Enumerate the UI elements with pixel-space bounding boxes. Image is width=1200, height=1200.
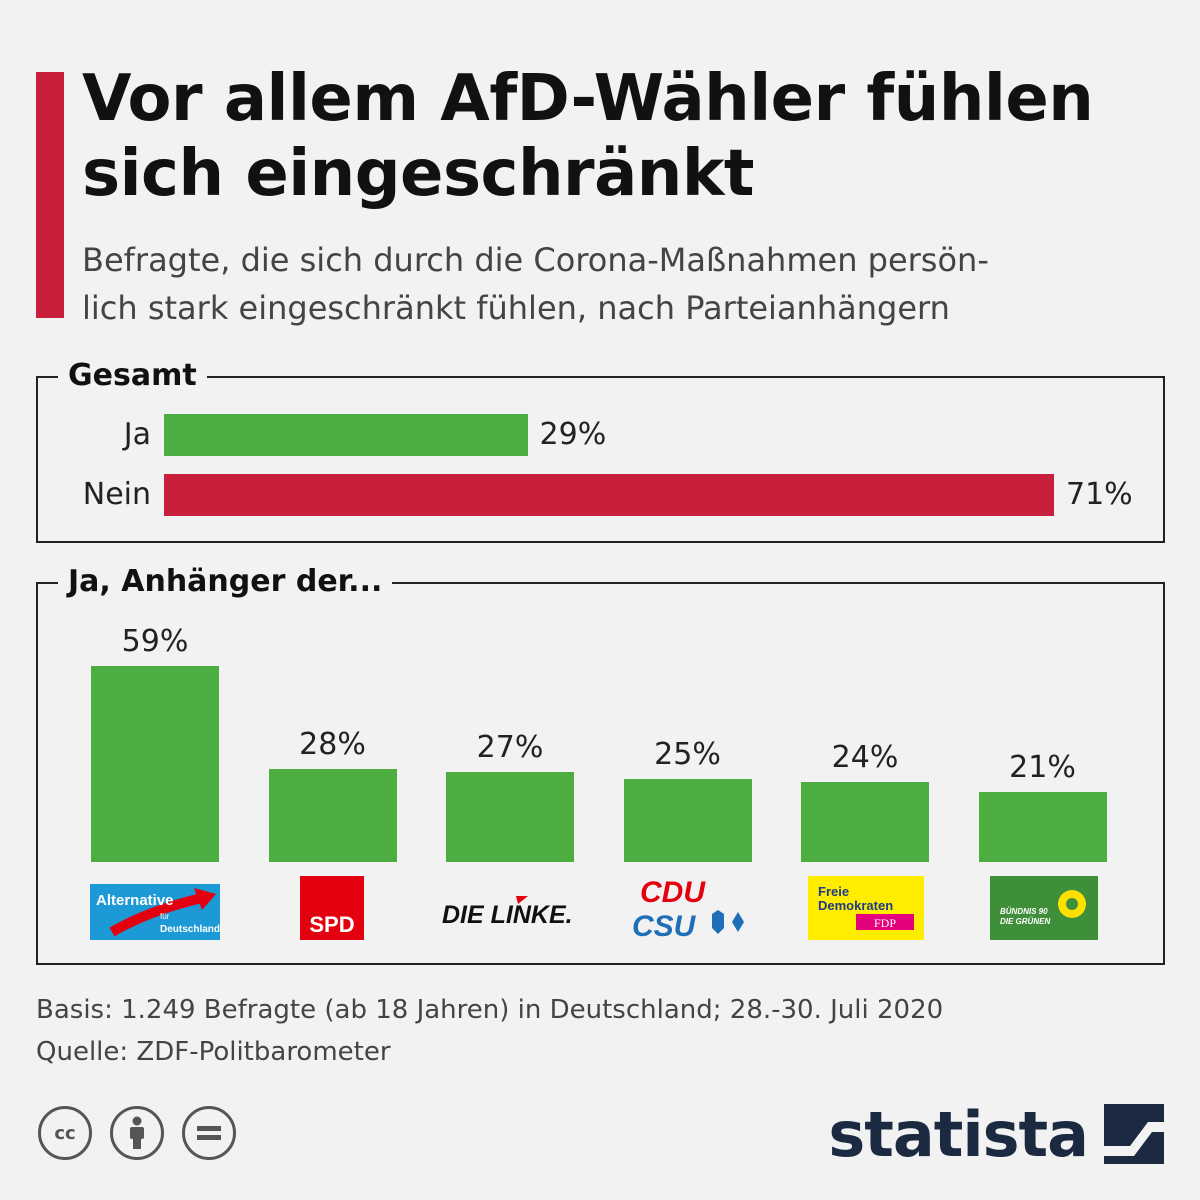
total-bar-value: 29% [539, 417, 607, 452]
total-bar-row: Nein 71% [38, 474, 1163, 516]
total-panel-title: Gesamt [58, 352, 207, 400]
total-bar-label: Ja [123, 417, 151, 452]
afd-logo-text-3: Deutschland [160, 924, 220, 935]
total-bar-row: Ja 29% [38, 414, 1163, 456]
title-line-1: Vor allem AfD-Wähler fühlen [82, 62, 1094, 136]
statista-logo-graphic [1104, 1104, 1164, 1164]
gruene-logo: BÜNDNIS 90 DIE GRÜNEN [990, 876, 1098, 940]
party-bar [978, 792, 1107, 862]
spd-logo: SPD [300, 876, 364, 940]
cc-icon[interactable]: cc [38, 1106, 92, 1160]
total-panel: Gesamt Ja 29% Nein 71% [36, 352, 1165, 543]
subtitle-line-2: lich stark eingeschränkt fühlen, nach Pa… [82, 289, 950, 327]
afd-logo-text-1: Alternative [96, 892, 174, 909]
party-bar [801, 782, 929, 862]
chart-title: Vor allem AfD-Wähler fühlen sich eingesc… [82, 62, 1172, 212]
party-bar-value: 21% [1009, 750, 1076, 786]
fdp-logo-text-3: FDP [874, 916, 896, 930]
afd-logo: Alternative für Deutschland [90, 884, 220, 940]
gruene-logo-text-2: DIE GRÜNEN [1000, 917, 1050, 926]
fdp-logo-graphic: Freie Demokraten FDP [808, 876, 924, 940]
party-bar-value: 28% [299, 726, 366, 762]
total-bar [164, 414, 528, 456]
party-bar [91, 666, 219, 862]
basis-note: Basis: 1.249 Befragte (ab 18 Jahren) in … [36, 995, 944, 1025]
title-accent-bar [36, 72, 64, 318]
fdp-logo: Freie Demokraten FDP [808, 876, 924, 940]
fdp-logo-text-1: Freie [818, 884, 849, 899]
cdu-csu-logo: CDU CSU [632, 874, 748, 943]
subtitle-line-1: Befragte, die sich durch die Corona-Maßn… [82, 241, 989, 279]
by-icon[interactable] [110, 1106, 164, 1160]
nd-icon-graphic [197, 1126, 221, 1140]
nd-icon[interactable] [182, 1106, 236, 1160]
parties-panel: Ja, Anhänger der... 59% 28% 27% 25% 24% 21% A… [36, 558, 1165, 965]
party-bar-value: 27% [476, 730, 544, 766]
afd-logo-text-2: für [160, 912, 170, 921]
spd-logo-graphic: SPD [300, 876, 364, 940]
by-icon-graphic [130, 1116, 144, 1149]
party-bar [268, 768, 397, 862]
linke-logo-text: DIE LINKE. [442, 901, 573, 928]
linke-logo: DIE LINKE. [442, 894, 578, 929]
spd-logo-text: SPD [309, 912, 354, 937]
total-bar-label: Nein [82, 477, 151, 512]
title-line-2: sich eingeschränkt [82, 137, 755, 211]
party-bar-value: 25% [654, 736, 721, 772]
csu-logo-text: CSU [632, 910, 697, 942]
party-bar-value: 24% [831, 740, 899, 776]
fdp-logo-text-2: Demokraten [818, 898, 893, 913]
chart-subtitle: Befragte, die sich durch die Corona-Maßn… [82, 236, 1172, 332]
party-bar [623, 778, 752, 862]
cdu-csu-logo-graphic: CDU CSU [632, 876, 744, 943]
total-bar [164, 474, 1054, 516]
parties-panel-title: Ja, Anhänger der... [58, 558, 393, 606]
linke-logo-graphic: DIE LINKE. [442, 896, 573, 929]
statista-logo-icon[interactable] [1104, 1104, 1164, 1164]
cdu-logo-text: CDU [640, 876, 706, 909]
total-bar-value: 71% [1066, 477, 1133, 512]
afd-logo-graphic: Alternative für Deutschland [90, 884, 220, 940]
statista-wordmark[interactable]: statista [828, 1098, 1089, 1171]
gruene-logo-text-1: BÜNDNIS 90 [1000, 907, 1048, 916]
source-note: Quelle: ZDF-Politbarometer [36, 1037, 391, 1067]
party-bar [446, 772, 574, 862]
party-bar-value: 59% [121, 624, 189, 659]
gruene-logo-graphic: BÜNDNIS 90 DIE GRÜNEN [990, 876, 1098, 940]
